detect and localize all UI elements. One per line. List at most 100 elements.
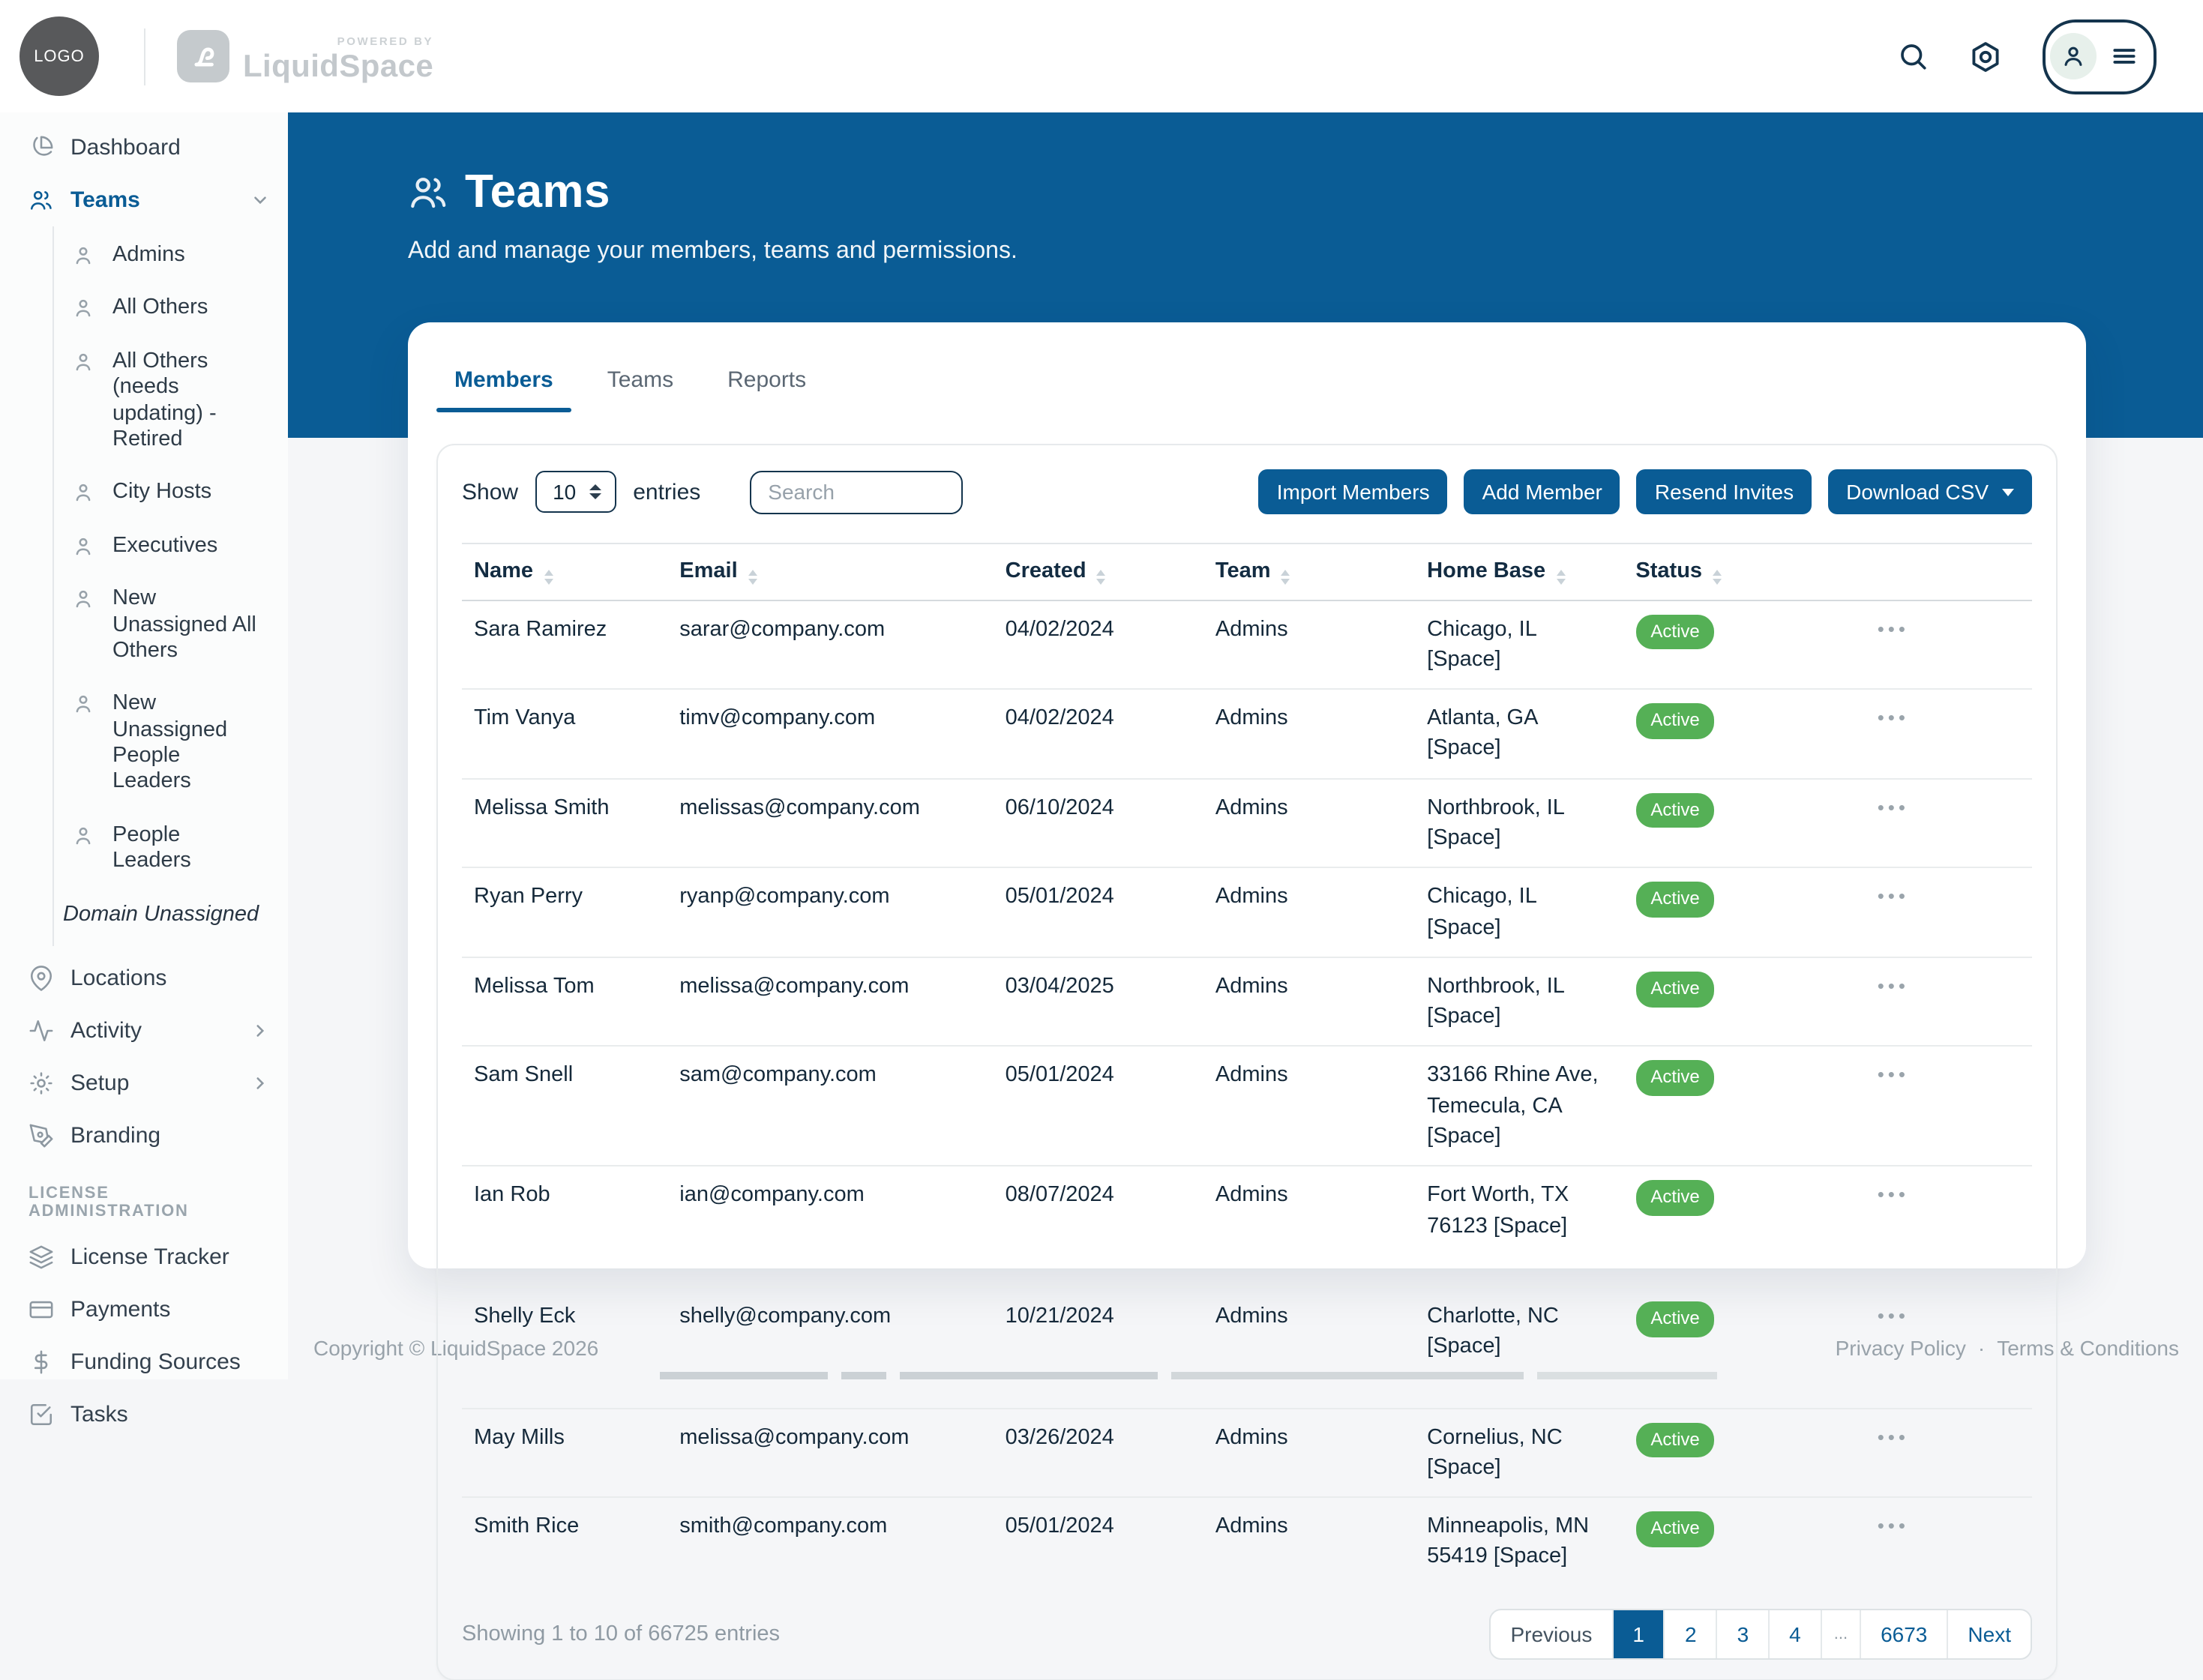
table-row: Melissa Tom melissa@company.com 03/04/2025… [462,957,2032,1047]
tab-members[interactable]: Members [435,352,573,412]
cell-name: Sam Snell [462,1046,668,1167]
row-actions-menu-icon[interactable]: ••• [1872,614,1915,642]
row-actions-menu-icon[interactable]: ••• [1872,1301,1915,1330]
teams-card: Members Teams Reports Show 10 entries Impo… [408,322,2086,1680]
cell-email: timv@company.com [667,689,994,780]
search-icon[interactable] [1897,40,1929,72]
row-actions-menu-icon[interactable]: ••• [1872,792,1915,821]
row-actions-menu-icon[interactable]: ••• [1872,1061,1915,1089]
row-actions-menu-icon[interactable]: ••• [1872,1422,1915,1451]
sidebar-subitem-city-hosts[interactable]: City Hosts [54,467,273,520]
cell-name: Melissa Tom [462,957,668,1047]
pagination-page-1[interactable]: 1 [1613,1610,1665,1658]
status-badge: Active [1635,1511,1715,1547]
cell-name: Tim Vanya [462,689,668,780]
sidebar-item-payments[interactable]: Payments [0,1283,288,1335]
row-actions-menu-icon[interactable]: ••• [1872,972,1915,1000]
sidebar-subitem-label: City Hosts [112,480,212,505]
cell-status: Active [1623,867,1860,958]
cell-created: 04/02/2024 [993,689,1203,780]
cell-name: Ryan Perry [462,867,668,958]
row-actions-menu-icon[interactable]: ••• [1872,1511,1915,1540]
branding-icon [28,1122,54,1148]
caret-down-icon [2002,488,2014,496]
pagination-ellipsis: ... [1822,1610,1862,1658]
pagination-page-4[interactable]: 4 [1770,1610,1822,1658]
pagination-page-3[interactable]: 3 [1718,1610,1770,1658]
settings-gear-icon[interactable] [1969,40,2002,73]
sidebar-subitem-all-others[interactable]: All Others [54,283,273,336]
column-label: Name [474,559,533,583]
column-header-home-base[interactable]: Home Base [1415,543,1624,600]
sidebar-subitem-admins[interactable]: Admins [54,229,273,283]
download-csv-button[interactable]: Download CSV [1828,469,2032,514]
pagination-page-2[interactable]: 2 [1665,1610,1718,1658]
column-header-created[interactable]: Created [993,543,1203,600]
sidebar-subitem-all-others-needs-updating-retired[interactable]: All Others (needs updating) - Retired [54,336,273,467]
cell-actions: ••• [1859,1286,2032,1409]
tab-teams[interactable]: Teams [607,367,674,393]
cell-team: Admins [1203,867,1416,958]
sidebar-item-funding-sources[interactable]: Funding Sources [0,1335,288,1388]
column-header-name[interactable]: Name [462,543,668,600]
row-actions-menu-icon[interactable]: ••• [1872,703,1915,732]
sidebar-item-teams[interactable]: Teams [0,174,288,226]
sidebar-subitem-executives[interactable]: Executives [54,520,273,573]
column-header-status[interactable]: Status [1623,543,1860,600]
status-badge: Active [1635,882,1715,918]
company-logo-text: LOGO [34,47,85,65]
sidebar-subitem-label: New Unassigned All Others [112,586,256,663]
cell-created: 05/01/2024 [993,1046,1203,1167]
sidebar-item-label: Tasks [70,1401,128,1427]
sidebar-subitem-people-leaders[interactable]: People Leaders [54,810,273,889]
page-size-select[interactable]: 10 [535,471,617,513]
cell-actions: ••• [1859,957,2032,1047]
column-label: Home Base [1427,559,1546,583]
sidebar-item-activity[interactable]: Activity [0,1004,288,1056]
pagination: Previous 1 2 3 4... 6673 Next [1489,1608,2032,1660]
pagination-page-6673[interactable]: 6673 [1861,1610,1949,1658]
tab-reports[interactable]: Reports [727,367,807,393]
sidebar-item-locations[interactable]: Locations [0,951,288,1004]
import-members-button[interactable]: Import Members [1258,469,1448,514]
add-member-button[interactable]: Add Member [1464,469,1620,514]
pagination-previous[interactable]: Previous [1491,1610,1614,1658]
user-icon [72,351,94,373]
sidebar-item-setup[interactable]: Setup [0,1056,288,1109]
row-actions-menu-icon[interactable]: ••• [1872,1181,1915,1209]
sidebar-item-label: Setup [70,1070,130,1096]
sort-icon [1096,570,1106,584]
column-header-email[interactable]: Email [667,543,994,600]
column-header-team[interactable]: Team [1203,543,1416,600]
cell-status: Active [1623,1046,1860,1167]
setup-icon [28,1070,54,1095]
cell-team: Admins [1203,1286,1416,1409]
cell-created: 03/26/2024 [993,1408,1203,1499]
sidebar-item-branding[interactable]: Branding [0,1109,288,1161]
cell-name: Smith Rice [474,1514,580,1539]
page-subtitle: Add and manage your members, teams and p… [408,238,1018,264]
status-badge: Active [1635,614,1715,650]
sidebar-subitem-domain-unassigned[interactable]: Domain Unassigned [63,902,259,927]
pagination-next[interactable]: Next [1968,1622,2011,1646]
select-arrows-icon [589,484,602,499]
row-actions-menu-icon[interactable]: ••• [1872,882,1915,911]
tasks-icon [28,1401,54,1427]
search-input[interactable] [750,470,964,514]
teams-subnav: Admins All Others All Others (needs updati… [52,226,273,946]
account-menu-button[interactable] [2043,19,2157,94]
status-badge: Active [1635,971,1715,1008]
cell-team: Admins [1203,957,1416,1047]
user-icon [72,244,94,267]
sidebar-item-dashboard[interactable]: Dashboard [0,121,288,174]
sidebar-subitem-new-unassigned-people-leaders[interactable]: New Unassigned People Leaders [54,678,273,810]
sidebar-item-license-tracker[interactable]: License Tracker [0,1230,288,1283]
liquidspace-brand[interactable]: POWERED BY LiquidSpace [177,30,433,82]
company-logo[interactable]: LOGO [19,16,99,96]
resend-invites-button[interactable]: Resend Invites [1636,469,1812,514]
cell-actions: ••• [1859,1166,2032,1288]
cell-status: Active [1623,1408,1860,1499]
sidebar-subitem-new-unassigned-all-others[interactable]: New Unassigned All Others [54,573,273,678]
sidebar-item-tasks[interactable]: Tasks [0,1388,288,1440]
sidebar-item-label: Activity [70,1017,142,1044]
